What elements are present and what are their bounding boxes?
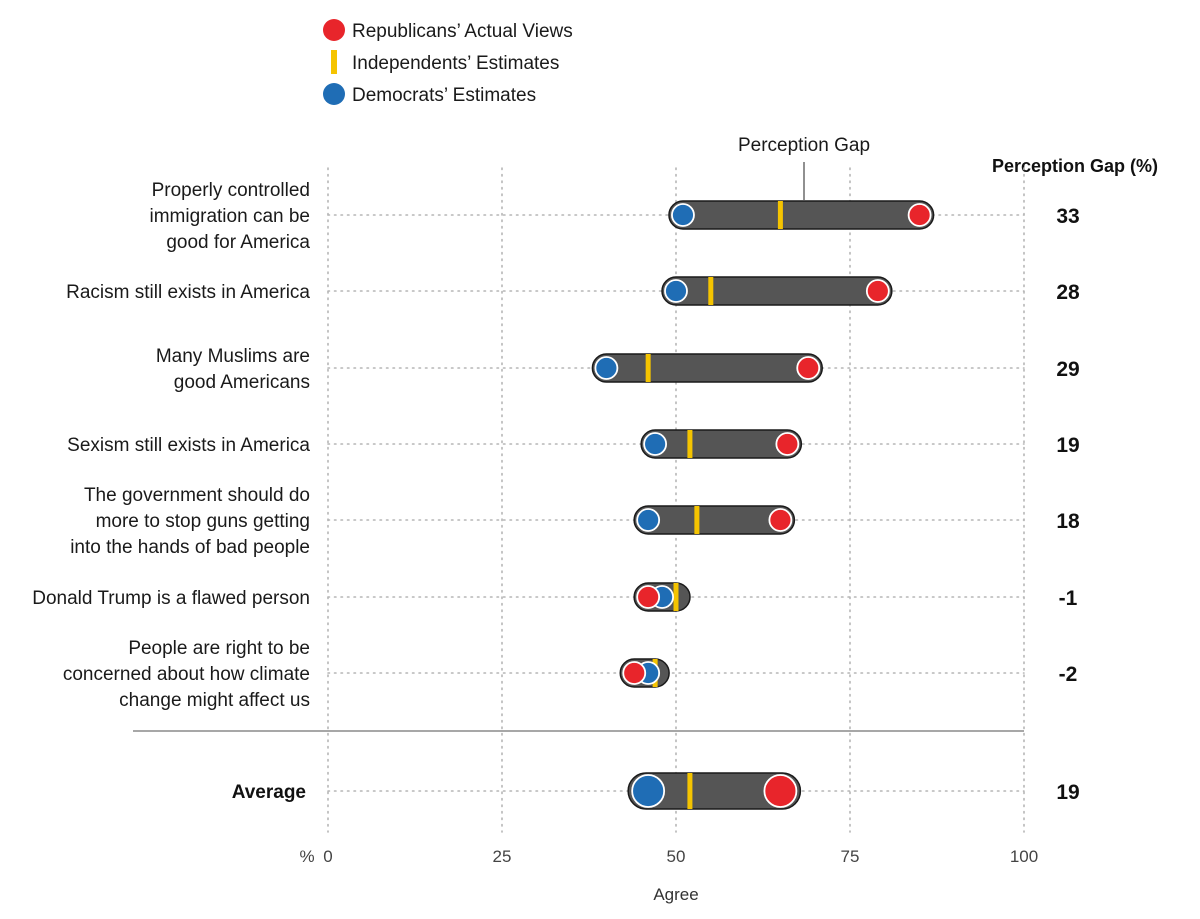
- row: Many Muslims are good Americans 29: [156, 346, 1080, 393]
- x-unit-label: %: [299, 847, 314, 866]
- independents-marker: [673, 583, 679, 611]
- row-label: Donald Trump is a flawed person: [32, 588, 310, 609]
- democrats-dot: [631, 774, 666, 808]
- independents-marker: [694, 506, 700, 534]
- democrats-dot: [636, 508, 661, 532]
- republicans-dot: [622, 661, 647, 685]
- x-axis-title: Agree: [653, 885, 698, 904]
- republicans-dot: [768, 508, 793, 532]
- average-row: Average 19: [232, 772, 1080, 810]
- democrats-dot: [594, 356, 619, 380]
- gap-value: 33: [1056, 205, 1079, 228]
- gap-track: [633, 505, 796, 535]
- independents-marker: [687, 773, 693, 809]
- row: The government should do more to stop gun…: [70, 485, 1080, 558]
- row: Racism still exists in America 28: [66, 276, 1080, 306]
- legend-label: Democrats’ Estimates: [352, 85, 536, 106]
- republicans-dot: [907, 203, 932, 227]
- republicans-dot: [763, 774, 798, 808]
- republicans-dot: [636, 585, 661, 609]
- republicans-dot: [796, 356, 821, 380]
- gap-track: [668, 200, 935, 230]
- row-label: People are right to be: [128, 638, 310, 659]
- gap-value: 19: [1056, 434, 1079, 457]
- row: Donald Trump is a flawed person -1: [32, 582, 1078, 612]
- democrats-dot: [664, 279, 688, 303]
- gap-column-header: Perception Gap (%): [992, 156, 1158, 176]
- legend-swatch-bar: [331, 50, 337, 74]
- average-label: Average: [232, 782, 306, 803]
- independents-marker: [777, 201, 783, 229]
- legend-item: Independents’ Estimates: [331, 50, 559, 74]
- independents-marker: [708, 277, 714, 305]
- row: Properly controlled immigration can be goo…: [149, 180, 1079, 253]
- gap-track: [591, 353, 823, 383]
- legend-item: Democrats’ Estimates: [323, 83, 536, 106]
- row: People are right to be concerned about ho…: [63, 638, 1078, 711]
- legend-swatch-circle: [323, 19, 345, 41]
- gap-value: 28: [1056, 281, 1080, 304]
- x-tick-label: 25: [493, 847, 512, 866]
- x-tick-label: 0: [323, 847, 332, 866]
- x-tick-label: 100: [1010, 847, 1038, 866]
- gap-track: [661, 276, 893, 306]
- row-label: The government should do: [84, 485, 310, 506]
- row-label: more to stop guns getting: [96, 511, 310, 532]
- row-label: concerned about how climate: [63, 664, 310, 685]
- republicans-dot: [865, 279, 890, 303]
- gap-track: [640, 429, 803, 459]
- legend-swatch-circle: [323, 83, 345, 105]
- row-label: Properly controlled: [152, 180, 310, 201]
- gap-track: [627, 772, 802, 810]
- democrats-dot: [643, 432, 668, 456]
- row-label: Sexism still exists in America: [67, 435, 310, 456]
- x-tick-label: 75: [841, 847, 860, 866]
- legend-item: Republicans’ Actual Views: [323, 19, 573, 42]
- row-label: Many Muslims are: [156, 346, 310, 367]
- row-label: immigration can be: [149, 206, 310, 227]
- independents-marker: [645, 354, 651, 382]
- legend-label: Independents’ Estimates: [352, 53, 559, 74]
- republicans-dot: [775, 432, 800, 456]
- gap-value: -2: [1059, 663, 1078, 686]
- average-gap-value: 19: [1056, 781, 1079, 804]
- legend-label: Republicans’ Actual Views: [352, 21, 573, 42]
- gap-value: 29: [1056, 358, 1079, 381]
- perception-gap-annotation: Perception Gap: [738, 135, 870, 156]
- row-label: change might affect us: [119, 690, 310, 711]
- gap-value: 18: [1056, 510, 1080, 533]
- row-label: good for America: [166, 232, 310, 253]
- row: Sexism still exists in America 19: [67, 429, 1080, 459]
- row-label: Racism still exists in America: [66, 282, 310, 303]
- x-tick-label: 50: [667, 847, 686, 866]
- row-label: into the hands of bad people: [70, 537, 310, 558]
- gap-value: -1: [1059, 587, 1078, 610]
- democrats-dot: [671, 203, 695, 227]
- independents-marker: [687, 430, 693, 458]
- row-label: good Americans: [174, 372, 310, 393]
